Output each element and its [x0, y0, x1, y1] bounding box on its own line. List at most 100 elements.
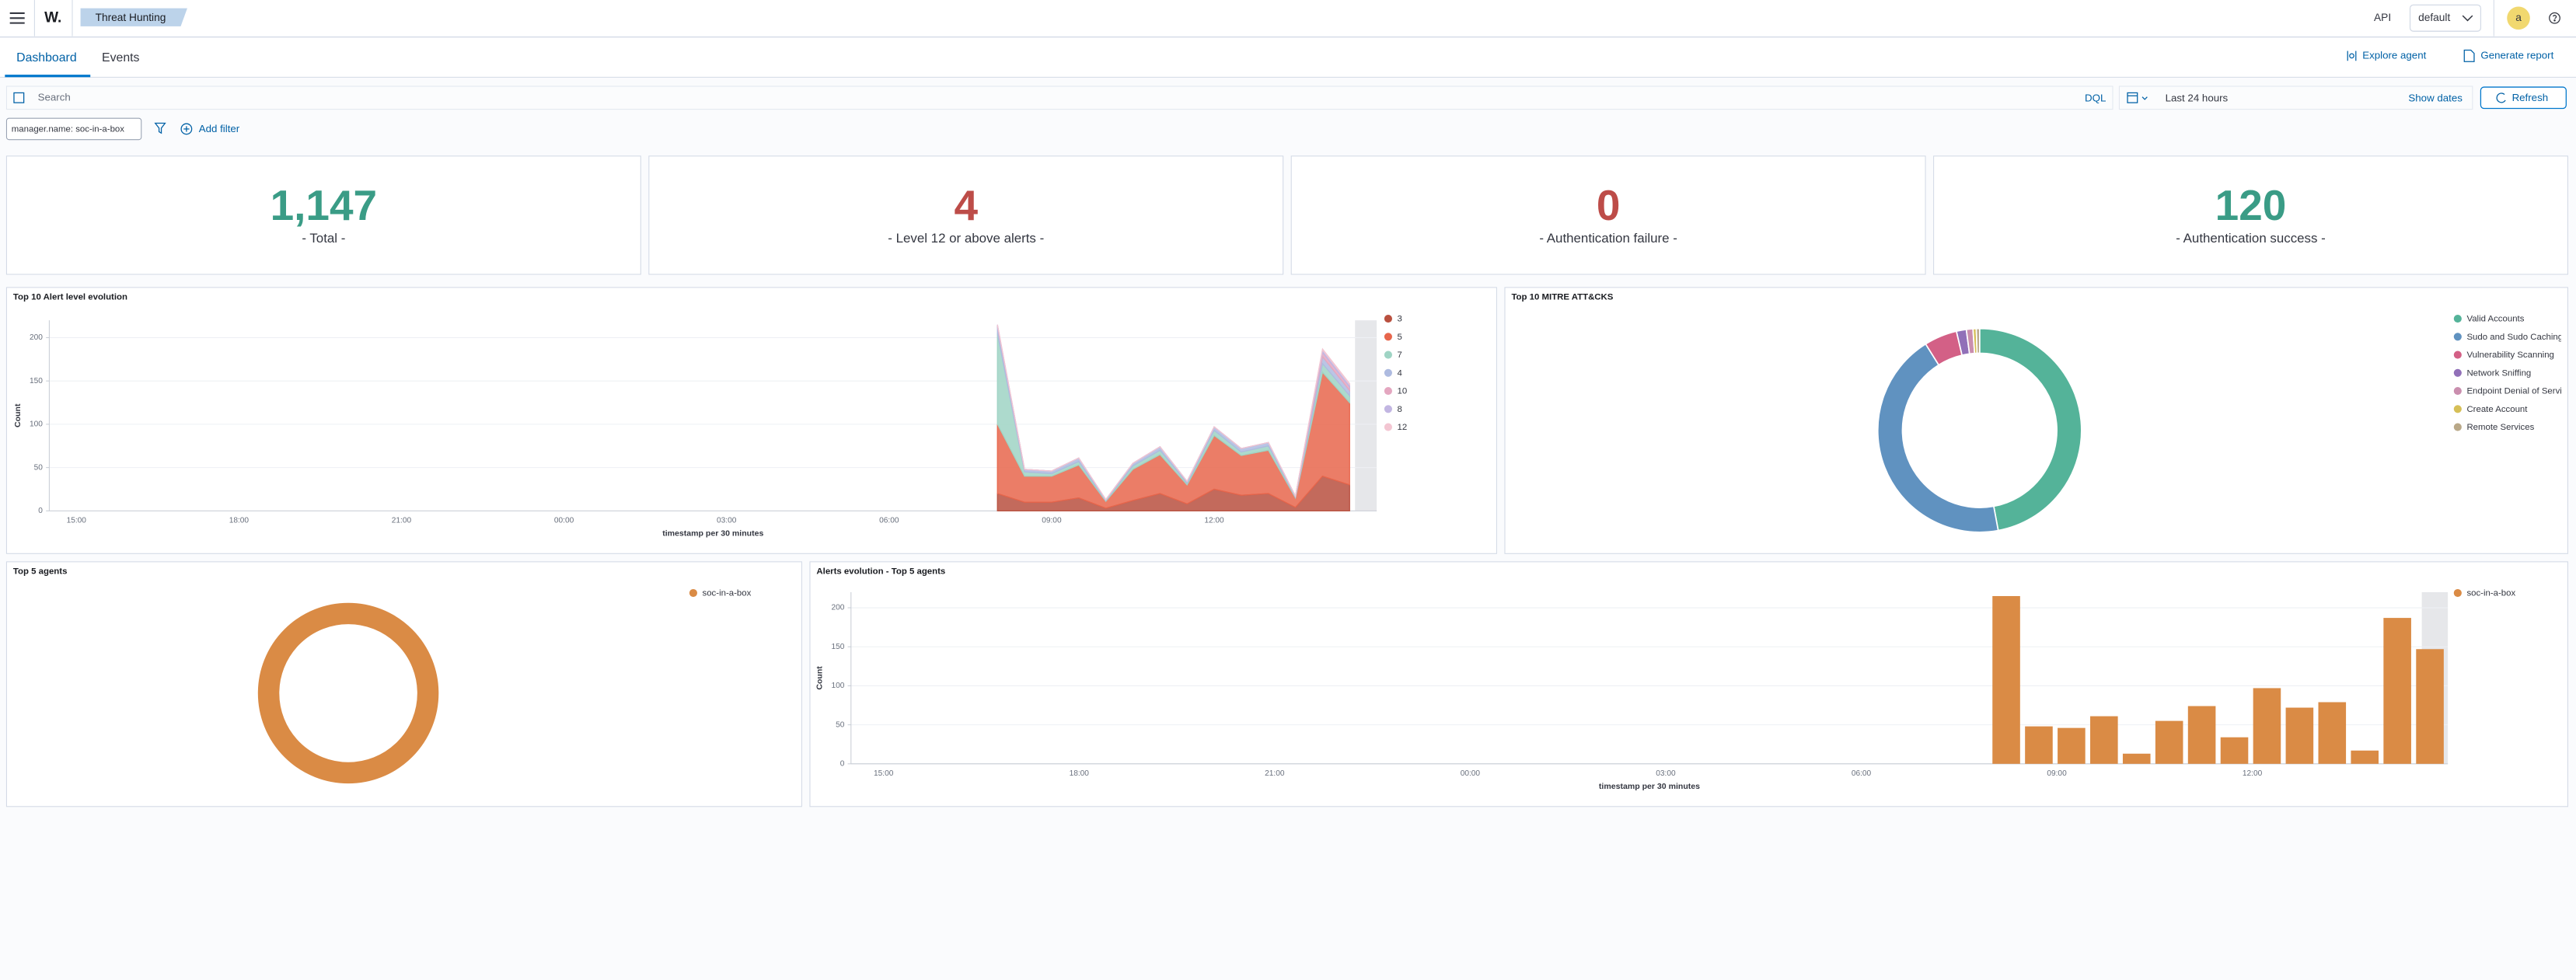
- x-tick-label: 03:00: [717, 517, 737, 525]
- api-link[interactable]: API: [2374, 12, 2391, 23]
- metric-card: [1290, 155, 1926, 275]
- metric-value: 4: [954, 181, 978, 229]
- space-select[interactable]: [2409, 4, 2482, 32]
- legend-label: 3: [1398, 315, 1402, 324]
- legend-swatch: [2453, 350, 2462, 359]
- x-tick-label: 03:00: [1656, 769, 1676, 778]
- donut-slice: [257, 602, 439, 784]
- add-filter-icon[interactable]: [180, 123, 193, 135]
- legend-swatch: [1384, 333, 1392, 341]
- legend-label: Create Account: [2466, 405, 2528, 414]
- chart-title: Top 5 agents: [13, 567, 68, 577]
- chart-panel: [5, 561, 802, 807]
- chart-panel: [809, 561, 2568, 807]
- dashboard-panels: 1,147 - Total - 4 - Level 12 or above alert…: [5, 155, 2568, 807]
- bar: [2058, 727, 2086, 764]
- x-tick-label: 00:00: [1461, 769, 1481, 778]
- x-tick-label: 09:00: [1042, 517, 1062, 525]
- legend: Valid Accounts Sudo and Sudo Caching Vulne…: [2453, 314, 2563, 432]
- legend-label: 7: [1398, 350, 1402, 360]
- y-tick-label: 200: [831, 604, 844, 612]
- legend-label: Vulnerability Scanning: [2466, 350, 2553, 360]
- chart-title: Top 10 MITRE ATT&CKS: [1511, 293, 1613, 302]
- bar: [1992, 595, 2020, 764]
- avatar[interactable]: [2507, 6, 2530, 30]
- legend-label: 12: [1398, 423, 1408, 432]
- x-tick-label: 12:00: [2243, 769, 2263, 778]
- generate-report[interactable]: Generate report: [2480, 49, 2553, 61]
- app-badge[interactable]: [80, 8, 187, 26]
- bar: [2416, 649, 2444, 764]
- y-tick-label: 150: [831, 643, 844, 651]
- legend-swatch: [1384, 386, 1392, 396]
- y-axis-title: Count: [815, 666, 824, 690]
- legend-swatch: [2453, 405, 2462, 413]
- logo[interactable]: W.: [44, 9, 61, 26]
- date-picker[interactable]: [2118, 85, 2473, 110]
- y-axis-title: Count: [13, 403, 23, 427]
- filter-menu[interactable]: [154, 122, 166, 134]
- bar: [2285, 707, 2314, 764]
- x-tick-label: 15:00: [874, 769, 894, 778]
- header-bar: [0, 0, 2576, 37]
- legend-swatch: [2453, 314, 2462, 323]
- legend-swatch: [689, 588, 697, 598]
- avatar-initial: a: [2515, 12, 2522, 23]
- bar: [2025, 726, 2053, 764]
- x-tick-label: 06:00: [879, 517, 899, 525]
- tab[interactable]: Dashboard: [16, 51, 77, 65]
- report-icon: [2463, 49, 2475, 62]
- bar: [2122, 753, 2151, 764]
- explore-agent[interactable]: Explore agent: [2362, 49, 2426, 61]
- chart-title: Top 10 Alert level evolution: [13, 293, 127, 302]
- search-field[interactable]: [5, 85, 2114, 110]
- metric-value: 1,147: [271, 181, 377, 229]
- y-tick-label: 0: [38, 507, 43, 515]
- refresh-icon: [2496, 92, 2506, 103]
- query-language[interactable]: DQL: [2085, 92, 2106, 103]
- x-tick-label: 00:00: [554, 517, 574, 525]
- legend-label: 4: [1398, 368, 1403, 378]
- filter-pill[interactable]: [5, 117, 142, 141]
- refresh-label: Refresh: [2512, 92, 2549, 103]
- x-axis-title: timestamp per 30 minutes: [1599, 782, 1700, 791]
- chevron: [2462, 15, 2473, 22]
- y-tick-label: 200: [30, 333, 43, 342]
- bar: [2383, 618, 2411, 764]
- add-filter[interactable]: Add filter: [199, 123, 240, 134]
- bar: [2351, 750, 2379, 764]
- saved-query-icon[interactable]: [13, 92, 25, 103]
- show-dates[interactable]: Show dates: [2408, 92, 2463, 103]
- legend-swatch: [2453, 588, 2462, 598]
- legend-swatch: [2453, 423, 2462, 431]
- bar: [2220, 737, 2249, 764]
- legend: soc-in-a-box: [689, 589, 752, 598]
- bar: [2318, 702, 2347, 764]
- legend-label: Sudo and Sudo Caching: [2466, 333, 2563, 342]
- x-tick-label: 06:00: [1852, 769, 1872, 778]
- time-range: Last 24 hours: [2166, 92, 2229, 103]
- legend-label: 10: [1398, 387, 1408, 396]
- x-tick-label: 09:00: [2047, 769, 2067, 778]
- calendar-icon[interactable]: [2127, 92, 2148, 103]
- legend-swatch: [2453, 386, 2462, 396]
- legend-label: soc-in-a-box: [703, 589, 752, 598]
- metric-label: - Level 12 or above alerts -: [888, 231, 1044, 246]
- legend-label: Remote Services: [2466, 423, 2534, 432]
- x-tick-label: 12:00: [1204, 517, 1224, 525]
- donut-slice: [1978, 327, 2082, 532]
- chart-panel: [1504, 287, 2568, 554]
- legend-swatch: [1384, 350, 1392, 359]
- metric-label: - Authentication success -: [2176, 231, 2325, 246]
- menu-button[interactable]: [9, 12, 25, 24]
- bar: [2155, 720, 2183, 764]
- y-tick-label: 50: [836, 720, 845, 729]
- x-tick-label: 15:00: [67, 517, 87, 525]
- help-button[interactable]: [2549, 12, 2560, 24]
- legend-label: Valid Accounts: [2466, 315, 2524, 324]
- refresh-button[interactable]: [2480, 86, 2567, 110]
- donut-slice: [1975, 327, 1981, 354]
- tab[interactable]: Events: [102, 51, 140, 65]
- legend-label: soc-in-a-box: [2466, 589, 2515, 598]
- bar: [2187, 706, 2216, 764]
